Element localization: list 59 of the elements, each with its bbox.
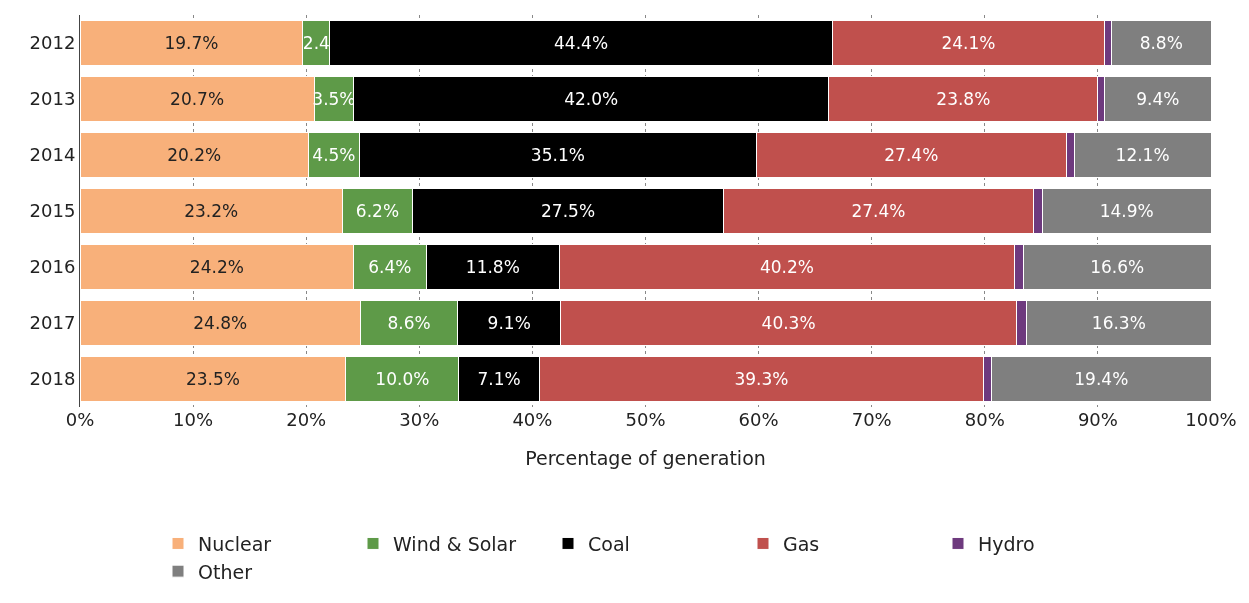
data-label: 40.2% xyxy=(759,257,814,277)
data-label: 6.2% xyxy=(355,201,400,221)
legend-label: Wind & Solar xyxy=(393,532,517,555)
x-tick-label: 80% xyxy=(964,409,1005,430)
data-label: 9.4% xyxy=(1136,89,1180,109)
data-label: 24.2% xyxy=(189,257,244,277)
data-label: 9.1% xyxy=(487,313,531,333)
legend-label: Coal xyxy=(588,532,630,555)
x-tick-label: 20% xyxy=(286,409,327,430)
data-label: 35.1% xyxy=(530,145,585,165)
data-label: 20.7% xyxy=(170,89,225,109)
data-label: 16.3% xyxy=(1091,313,1146,333)
data-label: 8.6% xyxy=(387,313,431,333)
data-label: 24.8% xyxy=(193,313,248,333)
data-label: 39.3% xyxy=(734,369,789,389)
x-axis-title: Percentage of generation xyxy=(525,446,766,469)
y-tick-label: 2015 xyxy=(29,200,76,222)
x-tick-label: 10% xyxy=(173,409,214,430)
data-label: 23.8% xyxy=(936,89,991,109)
legend-label: Hydro xyxy=(978,532,1035,555)
data-label: 23.5% xyxy=(185,369,240,389)
x-tick-label: 60% xyxy=(738,409,779,430)
legend-label: Nuclear xyxy=(198,532,272,555)
data-label: 27.4% xyxy=(851,201,906,221)
data-label: 14.9% xyxy=(1099,201,1154,221)
data-label: 40.3% xyxy=(761,313,816,333)
data-label: 23.2% xyxy=(184,201,239,221)
x-tick-label: 0% xyxy=(65,409,95,430)
data-label: 6.4% xyxy=(368,257,412,277)
data-label: 11.8% xyxy=(465,257,520,277)
data-label: 27.4% xyxy=(884,145,939,165)
y-tick-label: 2012 xyxy=(29,32,76,54)
y-tick-label: 2013 xyxy=(29,88,76,110)
data-label: 24.1% xyxy=(941,33,996,53)
y-tick-label: 2018 xyxy=(29,368,76,390)
y-tick-label: 2016 xyxy=(29,256,76,278)
data-label: 10.0% xyxy=(375,369,430,389)
x-tick-label: 100% xyxy=(1185,409,1237,430)
y-tick-label: 2017 xyxy=(29,312,76,334)
x-tick-label: 50% xyxy=(625,409,666,430)
data-label: 4.5% xyxy=(312,145,356,165)
data-label: 19.4% xyxy=(1074,369,1129,389)
data-label: 19.7% xyxy=(164,33,219,53)
data-label: 16.6% xyxy=(1090,257,1145,277)
data-label: 8.8% xyxy=(1139,33,1183,53)
data-label: 7.1% xyxy=(477,369,521,389)
x-tick-label: 40% xyxy=(512,409,553,430)
x-tick-label: 70% xyxy=(851,409,892,430)
data-label: 2.4 xyxy=(302,33,330,53)
x-tick-label: 30% xyxy=(399,409,440,430)
x-tick-label: 90% xyxy=(1077,409,1118,430)
data-label: 42.0% xyxy=(564,89,619,109)
data-label: 27.5% xyxy=(541,201,596,221)
data-label: 12.1% xyxy=(1115,145,1170,165)
data-label: 44.4% xyxy=(554,33,609,53)
legend-label: Other xyxy=(198,560,253,583)
legend-label: Gas xyxy=(783,532,820,555)
data-label: 20.2% xyxy=(167,145,222,165)
y-tick-label: 2014 xyxy=(29,144,76,166)
